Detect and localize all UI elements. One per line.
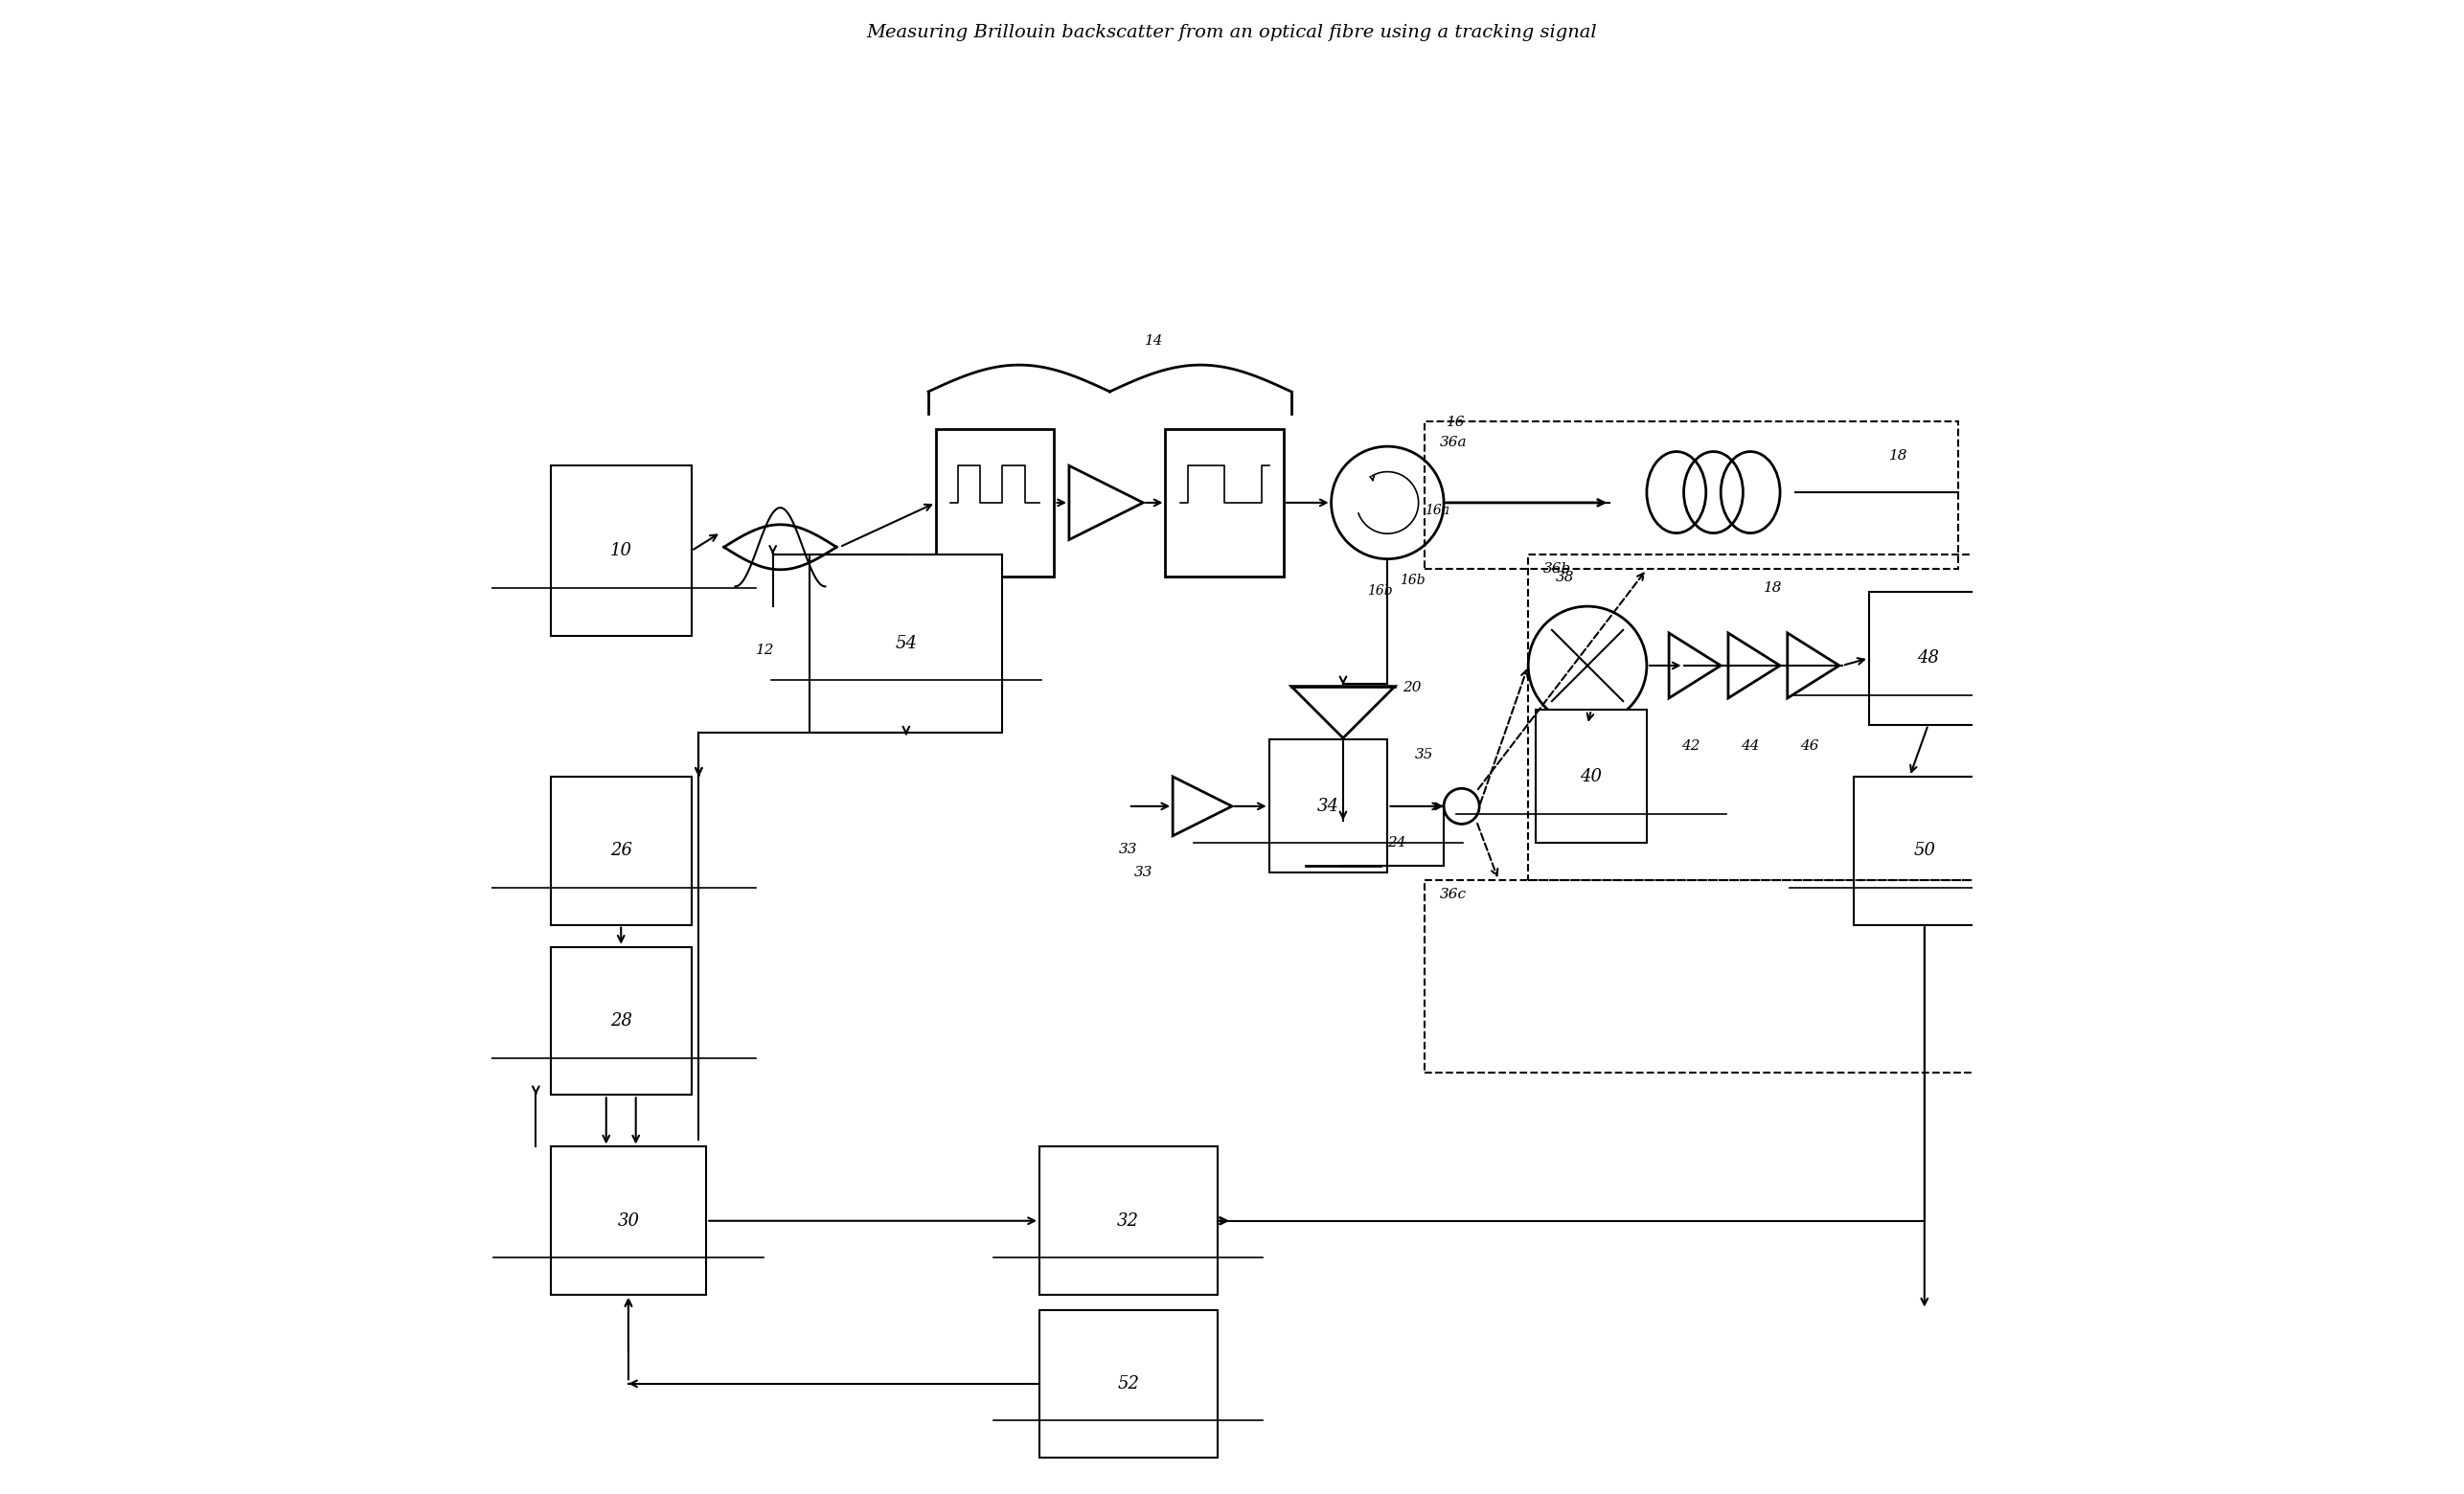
Text: 36b: 36b bbox=[1542, 562, 1572, 575]
Text: 35: 35 bbox=[1414, 748, 1434, 762]
Text: 16b: 16b bbox=[1400, 574, 1424, 587]
Text: 38: 38 bbox=[1555, 571, 1574, 584]
Text: 50: 50 bbox=[1915, 843, 1937, 859]
FancyBboxPatch shape bbox=[1853, 777, 1996, 925]
Text: 33: 33 bbox=[1133, 865, 1153, 878]
Text: 14: 14 bbox=[1146, 333, 1163, 347]
FancyBboxPatch shape bbox=[1269, 740, 1387, 872]
Text: 32: 32 bbox=[1116, 1212, 1138, 1230]
Text: 54: 54 bbox=[894, 635, 917, 651]
FancyBboxPatch shape bbox=[936, 429, 1055, 577]
Text: 16a: 16a bbox=[1424, 503, 1449, 517]
Text: 20: 20 bbox=[1402, 681, 1422, 695]
FancyBboxPatch shape bbox=[549, 947, 692, 1095]
Text: 30: 30 bbox=[618, 1212, 641, 1230]
FancyBboxPatch shape bbox=[549, 466, 692, 636]
FancyBboxPatch shape bbox=[549, 1147, 707, 1295]
Text: 16b: 16b bbox=[1368, 584, 1392, 598]
Text: 34: 34 bbox=[1318, 798, 1340, 814]
Text: 10: 10 bbox=[611, 542, 633, 559]
Title: Measuring Brillouin backscatter from an optical fibre using a tracking signal: Measuring Brillouin backscatter from an … bbox=[867, 24, 1597, 42]
FancyBboxPatch shape bbox=[1040, 1147, 1217, 1295]
Text: 52: 52 bbox=[1116, 1374, 1138, 1392]
FancyBboxPatch shape bbox=[1868, 592, 1988, 725]
FancyBboxPatch shape bbox=[1165, 429, 1284, 577]
Text: 12: 12 bbox=[756, 644, 774, 657]
Text: 24: 24 bbox=[1387, 837, 1407, 850]
Text: 18: 18 bbox=[1890, 450, 1907, 463]
Text: 33: 33 bbox=[1119, 843, 1138, 856]
FancyBboxPatch shape bbox=[1535, 710, 1646, 843]
Text: 36c: 36c bbox=[1439, 887, 1466, 901]
FancyBboxPatch shape bbox=[549, 777, 692, 925]
Text: 26: 26 bbox=[611, 843, 633, 859]
Text: 36a: 36a bbox=[1439, 436, 1466, 450]
Text: 18: 18 bbox=[1764, 581, 1781, 595]
Text: 28: 28 bbox=[611, 1013, 633, 1029]
Text: 40: 40 bbox=[1579, 768, 1602, 786]
FancyBboxPatch shape bbox=[1040, 1310, 1217, 1458]
Text: 42: 42 bbox=[1683, 740, 1700, 753]
Text: 16: 16 bbox=[1446, 415, 1466, 429]
Text: 48: 48 bbox=[1917, 650, 1939, 666]
FancyBboxPatch shape bbox=[811, 554, 1003, 732]
Text: 46: 46 bbox=[1801, 740, 1818, 753]
Text: 44: 44 bbox=[1742, 740, 1759, 753]
